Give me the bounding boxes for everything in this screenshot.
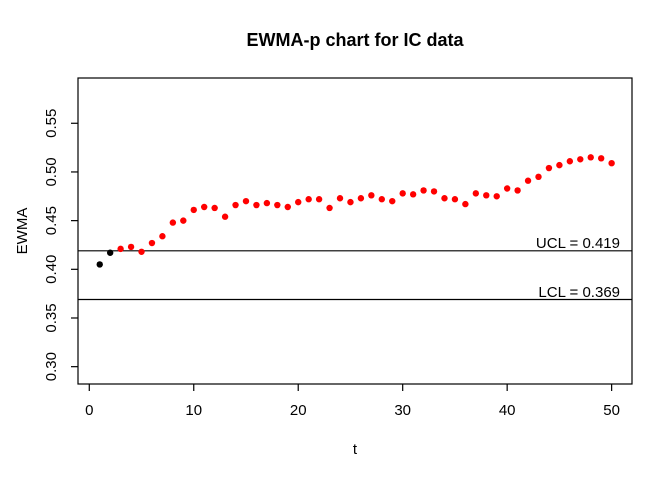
data-point bbox=[462, 200, 469, 208]
data-point bbox=[138, 248, 145, 255]
data-point bbox=[535, 173, 542, 181]
data-point bbox=[399, 190, 406, 197]
lcl-label: LCL = 0.369 bbox=[538, 284, 620, 301]
data-point bbox=[597, 155, 605, 162]
data-point bbox=[274, 201, 281, 209]
data-point bbox=[326, 204, 333, 212]
ucl-label: UCL = 0.419 bbox=[536, 235, 620, 252]
data-point bbox=[430, 188, 438, 195]
y-tick-label: 0.55 bbox=[43, 109, 60, 138]
data-point bbox=[357, 195, 365, 202]
data-point bbox=[524, 177, 532, 184]
plot-box bbox=[77, 77, 633, 385]
data-point bbox=[420, 187, 427, 194]
data-point bbox=[483, 192, 490, 199]
y-tick-label: 0.30 bbox=[43, 352, 60, 381]
data-point bbox=[472, 190, 480, 197]
data-point bbox=[211, 204, 218, 212]
data-point bbox=[221, 213, 229, 220]
plot-area: 0 10 20 30 40 50 0.30 0.35 0.40 0.45 0.50 0.55 bbox=[43, 77, 633, 419]
x-tick-label: 10 bbox=[185, 402, 202, 419]
data-point bbox=[253, 201, 260, 209]
data-point bbox=[493, 193, 500, 200]
data-point bbox=[200, 203, 208, 211]
y-tick-label: 0.35 bbox=[43, 303, 60, 332]
data-point bbox=[577, 156, 584, 163]
data-point bbox=[587, 154, 594, 161]
data-point bbox=[368, 192, 375, 199]
data-point bbox=[441, 195, 448, 202]
data-point bbox=[336, 195, 344, 202]
data-point bbox=[305, 196, 312, 203]
x-tick-label: 0 bbox=[85, 402, 93, 419]
data-point bbox=[556, 161, 563, 169]
data-point bbox=[503, 185, 511, 192]
x-tick-label: 30 bbox=[394, 402, 411, 419]
data-point bbox=[190, 206, 197, 214]
data-point bbox=[451, 196, 459, 203]
data-point bbox=[545, 164, 553, 172]
x-tick-label: 40 bbox=[499, 402, 516, 419]
y-tick-label: 0.45 bbox=[43, 206, 60, 235]
x-tick-label: 50 bbox=[603, 402, 620, 419]
data-point bbox=[148, 239, 156, 247]
data-point bbox=[608, 159, 615, 167]
y-tick-label: 0.40 bbox=[43, 255, 60, 284]
data-point bbox=[347, 198, 354, 206]
data-point bbox=[117, 245, 124, 253]
data-point bbox=[106, 249, 114, 256]
data-point bbox=[409, 191, 417, 198]
data-point bbox=[232, 201, 239, 209]
y-tick-label: 0.50 bbox=[43, 157, 60, 186]
data-point bbox=[263, 199, 271, 207]
data-point bbox=[514, 187, 521, 194]
data-point bbox=[284, 203, 291, 211]
data-point bbox=[566, 158, 574, 165]
y-axis-label: EWMA bbox=[14, 208, 31, 255]
data-point bbox=[127, 243, 135, 251]
data-point bbox=[389, 197, 396, 205]
x-axis-label: t bbox=[353, 441, 358, 458]
chart-title: EWMA-p chart for IC data bbox=[246, 30, 464, 50]
data-point bbox=[159, 233, 166, 240]
data-point bbox=[169, 219, 177, 226]
data-point bbox=[96, 261, 103, 268]
data-point bbox=[242, 197, 250, 205]
data-point bbox=[180, 217, 187, 224]
x-tick-label: 20 bbox=[290, 402, 307, 419]
data-point bbox=[295, 198, 302, 206]
data-point bbox=[315, 196, 323, 203]
data-point bbox=[378, 196, 385, 203]
